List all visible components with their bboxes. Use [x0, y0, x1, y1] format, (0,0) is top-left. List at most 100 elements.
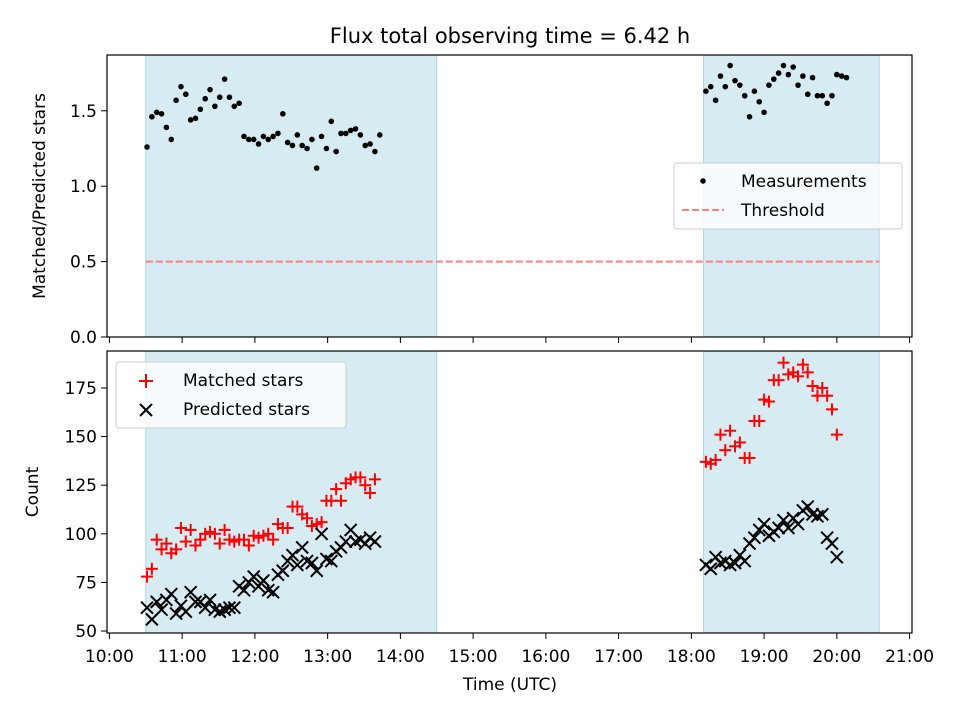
- top-panel: 0.0 0.5 1.0 1.5 Matched/Predicted stars Mea…: [30, 54, 913, 348]
- matched-point-15: [213, 537, 226, 550]
- measurement-point-35: [313, 165, 320, 171]
- predicted-point-10: [188, 595, 203, 609]
- measurement-point-43: [352, 126, 359, 132]
- legend-measurements-marker: [700, 178, 706, 184]
- measurement-point-25: [265, 136, 272, 143]
- measurement-point-54: [727, 62, 733, 69]
- measurement-point-11: [197, 106, 204, 113]
- measurement-point-47: [372, 148, 378, 155]
- predicted-point-24: [256, 573, 271, 588]
- top-axes-frame: [106, 54, 913, 338]
- measurement-point-63: [770, 76, 777, 82]
- measurement-point-19: [236, 100, 242, 107]
- measurement-point-29: [284, 139, 291, 146]
- predicted-point-32: [295, 540, 309, 555]
- measurement-point-61: [761, 109, 767, 116]
- matched-point-52: [719, 444, 732, 457]
- matched-point-53: [724, 424, 737, 437]
- measurement-point-50: [707, 83, 714, 90]
- matched-point-50: [709, 453, 722, 466]
- matched-point-29: [281, 521, 294, 534]
- matched-point-33: [301, 512, 314, 525]
- matched-point-63: [772, 374, 785, 387]
- bottom-ytick-label-0: 50: [75, 622, 97, 642]
- legend-matched-marker: [139, 374, 153, 388]
- matched-point-64: [777, 356, 790, 369]
- measurement-point-68: [795, 82, 801, 88]
- observing-band-top-0: [145, 54, 438, 338]
- measurement-point-72: [814, 92, 821, 99]
- measurement-point-0: [144, 144, 150, 150]
- matched-point-6: [170, 543, 183, 556]
- legend-matched-label: Matched stars: [183, 371, 303, 391]
- matched-point-47: [368, 473, 381, 486]
- xtick-label-9: 19:00: [740, 647, 789, 667]
- x-axis-label: Time (UTC): [462, 675, 557, 695]
- bottom-legend: Matched stars Predicted stars: [115, 361, 347, 429]
- bottom-y-ticks: 50 75 100 125 150 175: [65, 379, 107, 642]
- predicted-point-75: [830, 550, 844, 564]
- matched-point-36: [315, 516, 328, 529]
- predicted-point-35: [310, 564, 324, 578]
- bottom-y-axis-label: Count: [23, 466, 43, 517]
- measurement-point-74: [824, 100, 830, 107]
- top-ytick-label-2: 1.0: [70, 177, 97, 197]
- measurement-point-73: [819, 92, 826, 99]
- bottom-legend-box: [115, 361, 347, 429]
- matched-point-14: [208, 527, 221, 540]
- legend-measurements-label: Measurements: [741, 172, 867, 192]
- matched-point-67: [792, 370, 805, 383]
- measurement-point-66: [785, 71, 792, 78]
- bottom-ytick-label-4: 150: [65, 428, 97, 448]
- matched-point-0: [141, 570, 154, 583]
- matched-point-39: [330, 483, 343, 496]
- measurement-point-39: [333, 148, 339, 155]
- matched-stars-points: [141, 356, 843, 583]
- top-ytick-label-3: 1.5: [70, 102, 97, 122]
- xtick-label-1: 11:00: [158, 647, 207, 667]
- measurement-point-48: [376, 132, 383, 138]
- matched-point-59: [753, 415, 766, 428]
- xtick-label-6: 16:00: [521, 647, 570, 667]
- matched-point-61: [762, 395, 775, 408]
- measurement-point-46: [367, 141, 373, 147]
- measurement-point-77: [838, 73, 845, 79]
- measurement-point-49: [703, 88, 709, 94]
- measurement-point-32: [299, 142, 305, 149]
- measurement-point-2: [153, 109, 160, 116]
- matched-point-69: [801, 366, 814, 379]
- bottom-axes-frame: [106, 350, 913, 634]
- measurement-point-45: [362, 142, 369, 149]
- measurement-point-62: [766, 82, 772, 88]
- measurement-point-67: [790, 64, 796, 70]
- measurement-point-33: [304, 145, 310, 152]
- measurement-point-17: [226, 94, 233, 101]
- measurement-point-42: [347, 127, 354, 134]
- measurement-point-37: [323, 145, 330, 152]
- measurement-point-1: [149, 114, 155, 120]
- predicted-point-30: [285, 548, 300, 562]
- bottom-ytick-label-1: 75: [75, 573, 97, 593]
- xtick-label-0: 10:00: [85, 647, 134, 667]
- measurement-point-5: [168, 136, 175, 143]
- predicted-point-34: [305, 556, 319, 570]
- predicted-point-5: [164, 587, 178, 601]
- measurement-point-22: [250, 136, 257, 143]
- predicted-point-41: [339, 534, 353, 549]
- measurement-point-16: [221, 76, 228, 82]
- predicted-stars-points: [140, 499, 844, 627]
- matched-point-55: [733, 436, 746, 449]
- measurement-point-75: [829, 92, 835, 99]
- measurement-point-12: [202, 95, 209, 102]
- measurement-point-71: [809, 74, 816, 81]
- matched-point-75: [830, 428, 843, 441]
- measurement-point-51: [712, 97, 719, 104]
- top-ytick-label-0: 0.0: [70, 328, 97, 348]
- top-y-axis-label: Matched/Predicted stars: [30, 93, 50, 299]
- bottom-x-ticks: 10:00 11:00 12:00 13:00 14:00 15:00 16:00 17:00…: [85, 633, 934, 667]
- matched-point-72: [816, 381, 829, 394]
- measurement-point-57: [741, 92, 748, 99]
- measurement-point-26: [270, 133, 276, 140]
- predicted-point-49: [704, 562, 718, 576]
- measurement-point-8: [183, 91, 189, 98]
